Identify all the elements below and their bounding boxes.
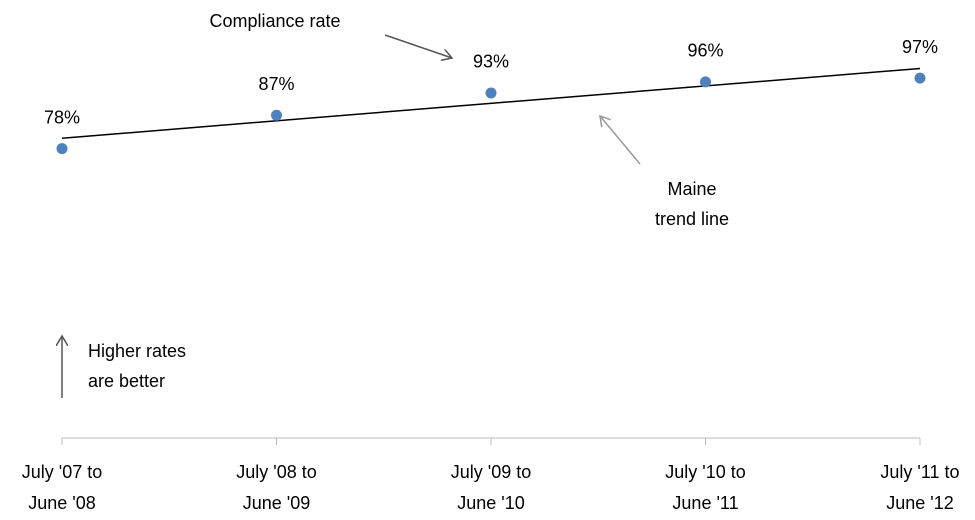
annotation: Higher rates [88,341,186,361]
x-tick-label: July '09 to [451,462,531,482]
data-point [914,72,926,84]
data-label: 96% [687,41,723,61]
data-label: 93% [473,52,509,72]
x-tick-label: July '10 to [665,462,745,482]
annotation-arrow [600,116,641,165]
annotation: Compliance rate [209,11,340,31]
data-point [485,87,497,99]
x-tick-label: June '11 [672,493,738,513]
data-label: 87% [258,74,294,94]
data-point [700,76,711,88]
data-point [56,143,68,155]
x-tick-label: June '08 [28,493,96,513]
data-label: 78% [44,107,80,127]
data-point [271,109,282,121]
annotation: are better [88,371,165,391]
x-tick-label: June '12 [886,493,954,513]
x-tick-label: July '11 to [880,462,959,482]
trend-line [61,67,921,139]
x-tick-label: June '09 [243,493,311,513]
x-tick-label: July '08 to [236,462,316,482]
annotation-arrow [384,34,452,58]
data-label: 97% [902,37,938,57]
x-tick-label: July '07 to [22,462,102,482]
x-tick-label: June '10 [457,493,525,513]
annotation: Maine [667,179,716,199]
annotation: trend line [655,209,729,229]
